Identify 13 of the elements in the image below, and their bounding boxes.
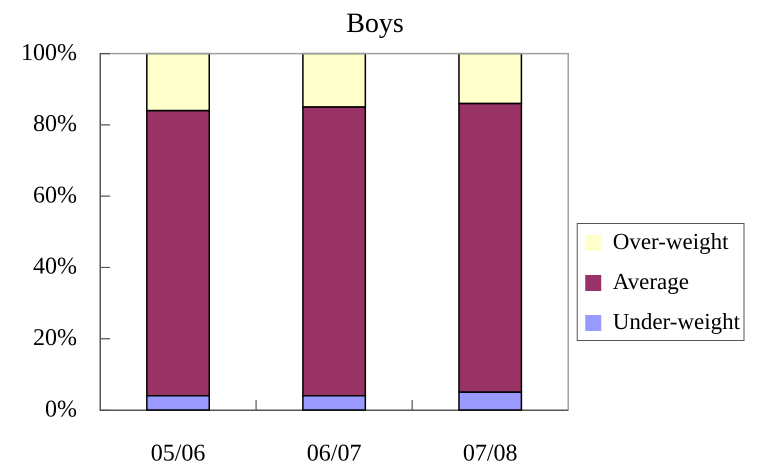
legend-label: Average [612, 269, 689, 294]
x-tick-label: 07/08 [462, 440, 518, 467]
chart-title: Boys [346, 8, 404, 40]
legend-label: Under-weight [612, 309, 741, 334]
y-tick-label: 0% [45, 396, 77, 422]
y-tick-label: 100% [21, 40, 77, 66]
y-tick-label: 80% [33, 111, 77, 138]
legend-label: Over-weight [612, 229, 730, 254]
y-tick-label: 20% [33, 325, 77, 352]
x-tick-label: 06/07 [306, 440, 362, 467]
y-tick-label: 40% [33, 254, 77, 280]
x-tick-label: 05/06 [150, 440, 206, 467]
y-tick-label: 60% [33, 182, 77, 208]
